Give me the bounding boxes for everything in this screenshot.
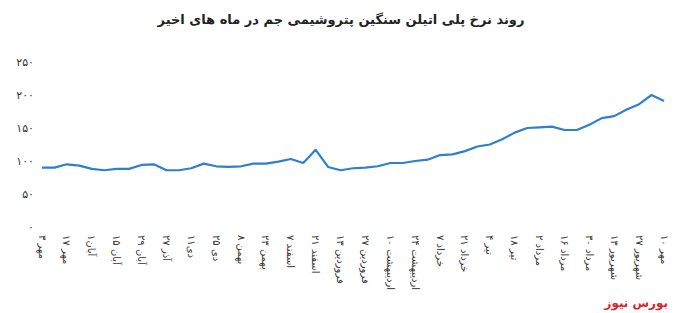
svg-text:۲۷ فروردین: ۲۷ فروردین xyxy=(359,235,371,284)
svg-text:۳ مهر: ۳ مهر xyxy=(36,235,48,259)
svg-text:۲۱ اسفند: ۲۱ اسفند xyxy=(310,235,321,273)
svg-text:۱۰ مهر: ۱۰ مهر xyxy=(658,235,670,264)
svg-text:۱۳ فروردین: ۱۳ فروردین xyxy=(334,235,346,284)
svg-text:۸ بهمن: ۸ بهمن xyxy=(235,235,247,264)
svg-text:۲۳ بهمن: ۲۳ بهمن xyxy=(259,235,271,270)
svg-text:۰: ۰ xyxy=(28,221,34,234)
svg-text:۲۷ آذر: ۲۷ آذر xyxy=(161,235,173,262)
svg-text:۲ مرداد: ۲ مرداد xyxy=(534,235,545,266)
svg-text:۲۹ آبان: ۲۹ آبان xyxy=(136,235,148,266)
svg-text:۳۰ مرداد: ۳۰ مرداد xyxy=(584,235,595,271)
svg-text:روند نرخ پلی اتیلن سنگین پتروش: روند نرخ پلی اتیلن سنگین پتروشیمی جم در … xyxy=(157,12,525,27)
svg-text:۷ اسفند: ۷ اسفند xyxy=(285,235,296,268)
svg-text:۵۰: ۵۰ xyxy=(22,188,34,201)
svg-text:۱آبان: ۱آبان xyxy=(86,235,98,258)
svg-text:۱۰۰: ۱۰۰ xyxy=(16,155,34,168)
svg-text:۱۱دی: ۱۱دی xyxy=(186,235,197,258)
svg-text:۲۵۰: ۲۵۰ xyxy=(16,56,34,69)
svg-text:۷ خرداد: ۷ خرداد xyxy=(435,235,446,267)
svg-text:۴ تیر: ۴ تیر xyxy=(484,235,495,255)
svg-text:۲۷ شهریور: ۲۷ شهریور xyxy=(633,235,645,280)
svg-text:۱۷ مهر: ۱۷ مهر xyxy=(60,235,72,264)
svg-text:۱۳ شهریور: ۱۳ شهریور xyxy=(608,235,620,280)
svg-text:۲۰۰: ۲۰۰ xyxy=(16,89,34,102)
svg-text:۱۶ مرداد: ۱۶ مرداد xyxy=(559,235,570,271)
svg-text:۱۰ اردیبهشت: ۱۰ اردیبهشت xyxy=(384,235,396,290)
svg-text:۲۴ اردیبهشت: ۲۴ اردیبهشت xyxy=(409,235,421,290)
svg-text:۱۵۰: ۱۵۰ xyxy=(16,122,34,135)
svg-text:۱۵ آبان: ۱۵ آبان xyxy=(111,235,123,266)
svg-text:بورس نیوز: بورس نیوز xyxy=(603,296,668,311)
svg-text:۲۵ دی: ۲۵ دی xyxy=(211,235,222,261)
svg-text:۱۸ تیر: ۱۸ تیر xyxy=(509,235,520,260)
svg-text:۲۱ خرداد: ۲۱ خرداد xyxy=(459,235,470,272)
